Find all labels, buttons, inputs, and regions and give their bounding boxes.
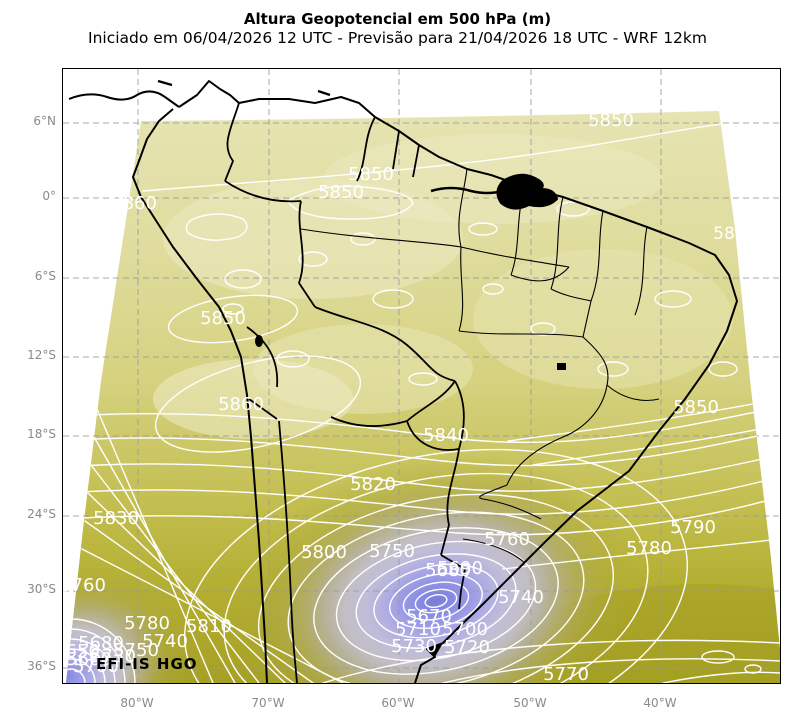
contour-label-5660: 5660 (66, 649, 112, 670)
south-america-coastline (178, 80, 738, 683)
contour-label-5860: 5860 (218, 394, 264, 415)
contour-label-5840: 5840 (423, 425, 469, 446)
contour-label-5820: 5820 (350, 474, 396, 495)
contour-label-5750: 5750 (113, 640, 159, 661)
y-tick-6°N: 6°N (33, 114, 56, 128)
geography-borders (68, 79, 738, 683)
grid-lines (63, 69, 780, 683)
contour-label-5850: 5850 (200, 308, 246, 329)
contour-label-5760: 5760 (484, 529, 530, 550)
y-tick-30°S: 30°S (27, 582, 56, 596)
x-tick-80°W: 80°W (120, 696, 154, 710)
contour-label-5780: 5780 (626, 538, 672, 559)
contour-label-5710: 5710 (395, 619, 441, 640)
contour-label-5700: 5700 (442, 619, 488, 640)
contour-label-5670: 5670 (406, 606, 452, 627)
y-tick-36°S: 36°S (27, 659, 56, 673)
contour-label-5830: 5830 (93, 508, 139, 529)
contour-label-5860: 5860 (111, 193, 157, 214)
contour-label-5850: 5850 (348, 164, 394, 185)
field-fill (66, 111, 780, 683)
contour-label-5700: 5700 (73, 656, 119, 677)
map-plot-area: 5850 5850 5850 5860 5850 5860 5850 5840 5820 5830… (62, 68, 781, 684)
contour-label-5680: 5680 (425, 560, 471, 581)
contour-label-5800: 5800 (301, 542, 347, 563)
contour-label-5680: 5680 (78, 633, 124, 654)
contour-label-5730: 5730 (90, 646, 136, 667)
y-tick-18°S: 18°S (27, 427, 56, 441)
country-borders (224, 102, 466, 683)
contour-label-5780: 5780 (124, 613, 170, 634)
amazon-delta (496, 173, 558, 210)
x-tick-40°W: 40°W (643, 696, 677, 710)
contour-label-5760: 5760 (63, 575, 106, 596)
chart-title: Altura Geopotencial em 500 hPa (m) (243, 10, 552, 28)
x-tick-60°W: 60°W (381, 696, 415, 710)
contour-label-58: 58 (713, 224, 735, 244)
contour-lines (66, 118, 780, 683)
contour-label-5850: 5850 (318, 182, 364, 203)
x-tick-50°W: 50°W (513, 696, 547, 710)
contour-label-5770: 5770 (543, 664, 589, 683)
contour-label-5650: 5650 (63, 641, 100, 662)
contour-label-5690: 5690 (437, 558, 483, 579)
contour-label-5740: 5740 (498, 587, 544, 608)
contour-label-5730: 5730 (391, 636, 437, 657)
contour-label-5740: 5740 (142, 631, 188, 652)
distrito-federal-marker (557, 363, 566, 370)
lake-titicaca (255, 335, 263, 347)
contour-label-5850: 5850 (588, 110, 634, 131)
watermark: EFI-IS HGO (96, 655, 198, 673)
pacific-coastline (132, 108, 268, 683)
contour-label-5750: 5750 (369, 541, 415, 562)
contour-label-5850: 5850 (673, 397, 719, 418)
y-tick-12°S: 12°S (27, 348, 56, 362)
x-tick-70°W: 70°W (251, 696, 285, 710)
central-america-coast (68, 90, 180, 108)
y-tick-24°S: 24°S (27, 507, 56, 521)
y-tick-0°: 0° (42, 189, 56, 203)
contour-label-5810: 5810 (186, 616, 232, 637)
chart-subtitle: Iniciado em 06/04/2026 12 UTC - Previsão… (88, 29, 707, 47)
contour-label-5790: 5790 (670, 517, 716, 538)
state-borders (300, 168, 660, 564)
la-plata-estuary (427, 643, 443, 657)
contour-label-5720: 5720 (444, 637, 490, 658)
y-tick-6°S: 6°S (34, 269, 56, 283)
